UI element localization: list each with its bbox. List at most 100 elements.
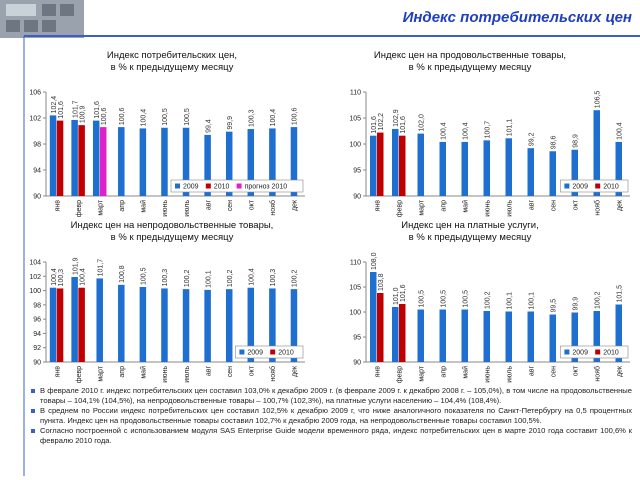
x-tick-label: окт (249, 199, 256, 210)
x-tick-label: июнь (485, 200, 492, 217)
value-label: 101,6 (400, 116, 407, 134)
value-label: 102,9 (393, 109, 400, 127)
value-label: 100,3 (270, 269, 277, 287)
value-label: 101,6 (58, 101, 65, 119)
x-tick-label: окт (573, 365, 580, 376)
bar (527, 311, 534, 362)
bar (377, 293, 384, 362)
legend-swatch (236, 183, 242, 189)
x-tick-label: июль (507, 200, 514, 217)
value-label: 100,1 (507, 292, 514, 310)
calculator-key (24, 20, 38, 32)
bar (204, 134, 211, 196)
bar (549, 151, 556, 196)
value-label: 102,0 (419, 114, 426, 132)
bar (204, 289, 211, 362)
value-label: 100,6 (119, 107, 126, 125)
value-label: 101,7 (72, 100, 79, 118)
bar (417, 133, 424, 196)
bar (399, 304, 406, 362)
bar (78, 287, 85, 362)
chart-subtitle: в % к предыдущему месяцу (409, 62, 532, 73)
x-tick-label: дек (617, 365, 624, 377)
value-label: 101,9 (72, 257, 79, 275)
x-tick-label: нояб (594, 200, 602, 216)
chart-subtitle: в % к предыдущему месяцу (111, 62, 234, 73)
value-label: 100,5 (441, 290, 448, 308)
bar (269, 128, 276, 196)
bar (615, 304, 622, 362)
legend-label: 2009 (247, 350, 263, 357)
x-tick-label: янв (54, 200, 61, 212)
value-label: 99,5 (551, 299, 558, 313)
bar (461, 309, 468, 362)
notes: В феврале 2010 г. индекс потребительских… (30, 386, 632, 447)
value-label: 102,2 (378, 113, 385, 131)
y-tick-label: 100 (349, 310, 361, 317)
x-tick-label: март (97, 199, 104, 215)
x-tick-label: апр (119, 200, 126, 212)
x-tick-label: июль (184, 200, 191, 217)
calculator-key (6, 20, 20, 32)
note: Согласно построенной с использованием мо… (30, 426, 632, 445)
x-tick-label: янв (54, 366, 61, 378)
y-tick-label: 94 (33, 168, 41, 175)
value-label: 100,4 (441, 122, 448, 140)
x-tick-label: сен (551, 200, 558, 211)
x-tick-label: март (97, 365, 104, 381)
x-tick-label: апр (119, 366, 126, 378)
value-label: 101,5 (617, 285, 624, 303)
bar (399, 135, 406, 196)
y-tick-label: 110 (350, 90, 361, 97)
bar (370, 272, 377, 362)
value-label: 106,5 (595, 91, 602, 109)
value-label: 103,8 (378, 273, 385, 291)
bar (571, 312, 578, 362)
slide-title: Индекс потребительских цен (403, 9, 632, 26)
bar (505, 311, 512, 362)
bar (161, 288, 168, 362)
value-label: 100,2 (184, 270, 191, 288)
chart-title: Индекс цен на непродовольственные товары… (71, 220, 274, 231)
calculator-key (42, 4, 56, 16)
y-tick-label: 100 (29, 288, 41, 295)
legend-swatch (239, 349, 245, 355)
y-tick-label: 96 (33, 317, 41, 324)
legend-swatch (175, 183, 180, 189)
value-label: 101,1 (507, 119, 514, 137)
bar (182, 289, 190, 362)
legend-swatch (595, 349, 601, 355)
bar (118, 284, 125, 362)
bar (370, 135, 377, 196)
bar (96, 278, 103, 362)
value-label: 100,2 (292, 270, 299, 288)
value-label: 101,6 (400, 284, 407, 302)
bar (615, 141, 622, 196)
y-tick-label: 110 (350, 260, 361, 267)
chart-subtitle: в % к предыдущему месяцу (409, 232, 532, 243)
x-tick-label: февр (397, 200, 404, 217)
bar (417, 309, 424, 362)
x-tick-label: июль (507, 366, 514, 383)
x-tick-label: февр (397, 366, 404, 383)
value-label: 101,7 (97, 259, 104, 277)
value-label: 100,5 (141, 267, 148, 285)
value-label: 100,8 (119, 265, 126, 283)
bar (49, 287, 57, 362)
bar (290, 289, 298, 362)
x-tick-label: февр (76, 366, 83, 383)
y-tick-label: 100 (349, 142, 361, 149)
y-tick-label: 90 (353, 360, 361, 367)
y-tick-label: 90 (33, 360, 41, 367)
legend-swatch (595, 183, 601, 189)
bar (269, 288, 276, 362)
x-tick-label: дек (292, 199, 299, 211)
y-tick-label: 105 (349, 116, 361, 123)
y-tick-label: 105 (349, 285, 361, 292)
x-tick-label: февр (76, 200, 83, 217)
y-tick-label: 102 (29, 274, 41, 281)
x-tick-label: авг (529, 366, 536, 377)
y-tick-label: 98 (33, 142, 41, 149)
value-label: 100,5 (463, 290, 470, 308)
bar (392, 128, 399, 196)
